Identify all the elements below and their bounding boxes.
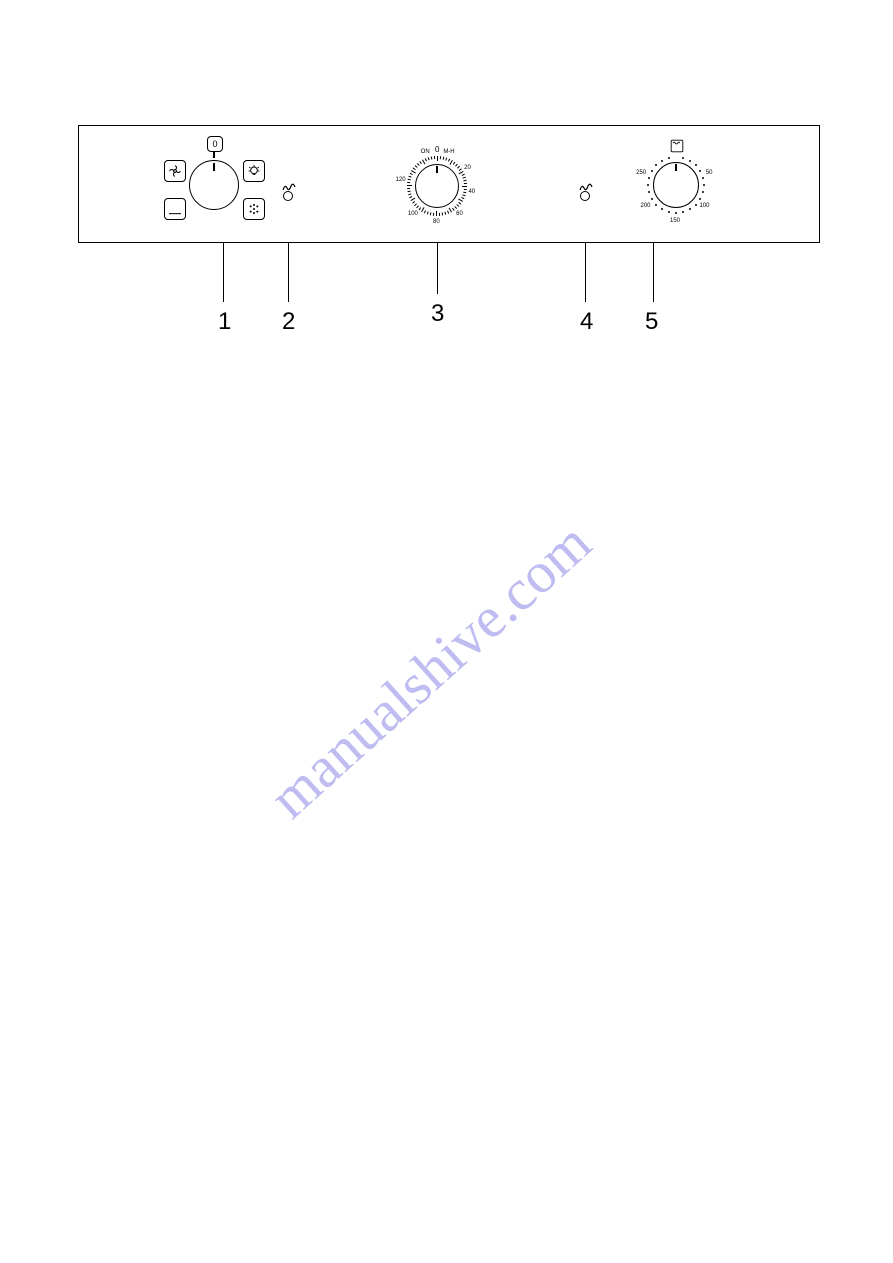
temp-label: 200	[641, 203, 651, 209]
timer-label: 20	[464, 165, 471, 171]
timer-label: 40	[468, 189, 475, 195]
power-light-icon	[283, 191, 293, 201]
grill-top-icon	[670, 139, 684, 153]
callout-number: 3	[431, 300, 444, 328]
callout-number: 1	[218, 308, 231, 336]
timer-label: 80	[433, 219, 440, 225]
temp-label: 250	[636, 170, 646, 176]
heat-light-icon	[580, 191, 590, 201]
temp-label: 50	[706, 170, 713, 176]
callout-leader	[437, 243, 438, 294]
defrost-icon	[243, 198, 265, 220]
callout-number: 4	[580, 308, 593, 336]
bottom-heat-icon	[164, 198, 186, 220]
light-icon	[243, 160, 265, 182]
callout-number: 2	[282, 308, 295, 336]
callout-leader	[585, 243, 586, 302]
timer-label: 120	[396, 177, 406, 183]
timer-label: 100	[408, 211, 418, 217]
callout-number: 5	[645, 308, 658, 336]
watermark-text: manualshive.com	[256, 509, 604, 831]
power-light-wave-icon	[282, 179, 296, 189]
heat-light-wave-icon	[579, 179, 593, 189]
fan-icon	[164, 160, 186, 182]
off-position-icon: 0	[207, 136, 223, 152]
timer-label: ON	[421, 149, 430, 155]
timer-label: M-H	[443, 149, 454, 155]
callout-leader	[223, 243, 224, 302]
timer-label: 60	[456, 211, 463, 217]
callout-leader	[288, 243, 289, 302]
temp-label: 150	[670, 218, 680, 224]
callout-leader	[653, 243, 654, 302]
temp-label: 100	[699, 203, 709, 209]
timer-zero-label: 0	[435, 146, 439, 154]
